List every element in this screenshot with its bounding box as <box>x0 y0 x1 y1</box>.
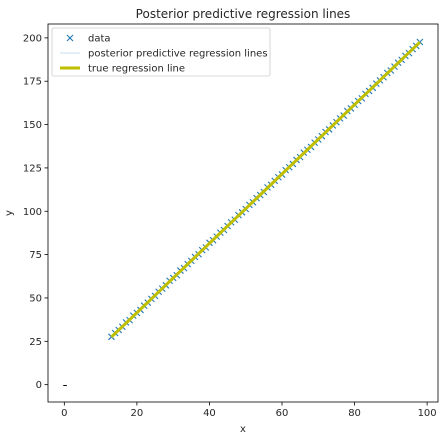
y-tick-label: 0 <box>36 380 42 391</box>
legend-box <box>51 27 271 77</box>
legend-label: data <box>88 34 111 45</box>
y-tick-label: 125 <box>23 163 42 174</box>
axes-frame <box>47 23 439 403</box>
x-tick-label: 20 <box>131 408 144 419</box>
y-tick-label: 25 <box>29 337 42 348</box>
x-tick-label: 80 <box>348 408 361 419</box>
legend: data posterior predictive regression line… <box>51 27 271 77</box>
y-axis-ticks: 0 25 50 75 100 125 150 175 200 <box>23 33 48 391</box>
y-tick-label: 200 <box>23 33 42 44</box>
legend-entry: posterior predictive regression lines <box>60 49 268 60</box>
legend-entry: true regression line <box>60 64 185 75</box>
legend-label: posterior predictive regression lines <box>88 49 268 60</box>
x-tick-label: 60 <box>276 408 289 419</box>
x-tick-label: 0 <box>61 408 67 419</box>
x-tick-label: 100 <box>418 408 437 419</box>
plot-marks <box>63 38 424 387</box>
x-axis-ticks: 0 20 40 60 80 100 <box>61 402 437 419</box>
plot-area <box>63 38 424 387</box>
y-tick-label: 50 <box>29 293 42 304</box>
x-tick-label: 40 <box>203 408 216 419</box>
legend-label: true regression line <box>88 64 185 75</box>
chart-title: Posterior predictive regression lines <box>136 7 351 21</box>
y-tick-label: 75 <box>29 250 42 261</box>
y-tick-label: 100 <box>23 207 42 218</box>
y-tick-label: 175 <box>23 77 42 88</box>
y-axis-label: y <box>4 210 15 216</box>
x-axis-label: x <box>240 424 246 435</box>
legend-entry: data <box>66 34 111 45</box>
y-tick-label: 150 <box>23 120 42 131</box>
true-regression-line <box>110 41 421 339</box>
legend-x-marker <box>66 34 74 42</box>
